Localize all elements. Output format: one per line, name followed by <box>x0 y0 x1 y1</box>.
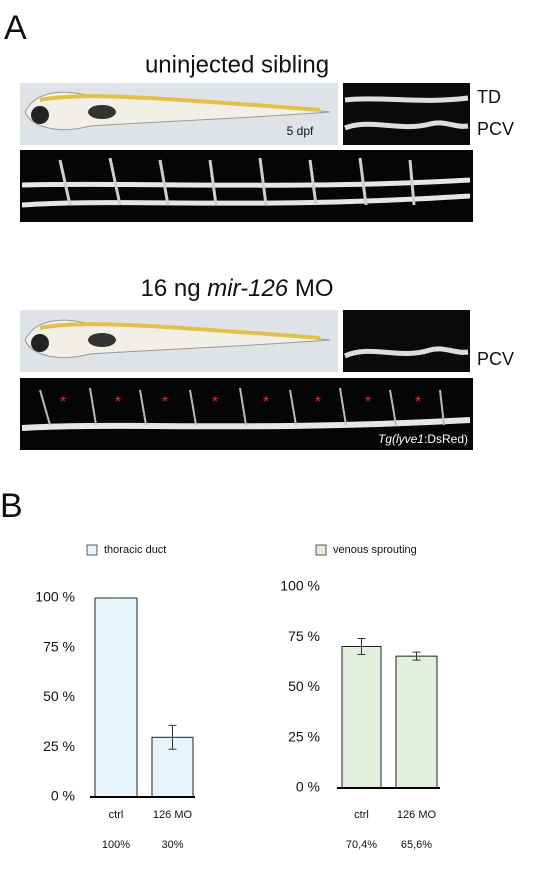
value-label: 65,6% <box>401 839 432 851</box>
y-tick-label: 0 % <box>51 788 75 804</box>
y-tick-label: 25 % <box>43 738 75 754</box>
asterisk: * <box>263 394 269 411</box>
asterisks: * * * * * * * * <box>60 394 421 411</box>
title-part: MO <box>295 275 334 302</box>
transgene-part: Tg( <box>378 432 398 446</box>
title-part: 16 ng <box>141 275 201 302</box>
fish-bladder <box>88 333 116 347</box>
asterisk: * <box>162 394 168 411</box>
value-label: 70,4% <box>346 839 377 851</box>
error-bar <box>168 724 177 750</box>
asterisk: * <box>212 394 218 411</box>
title-part: mir-126 <box>207 275 289 302</box>
vessel-label: PCV <box>477 349 514 369</box>
fish-pigment <box>39 322 321 340</box>
intersegmental-vessel <box>58 157 416 206</box>
asterisk: * <box>365 394 371 411</box>
value-label: 30% <box>161 839 183 851</box>
legend-swatch <box>86 544 98 556</box>
y-tick-label: 0 % <box>296 779 320 795</box>
legend-swatch <box>315 544 327 556</box>
asterisk: * <box>415 394 421 411</box>
y-tick-label: 100 % <box>35 589 75 605</box>
transgene-label: Tg(lyve1:DsRed) <box>378 432 468 446</box>
error-bar <box>357 637 366 656</box>
fish-pigment <box>39 94 321 112</box>
transgene-part: :DsRed) <box>424 432 468 446</box>
panel-label: A <box>4 9 27 47</box>
bar <box>341 645 382 789</box>
legend-label: venous sprouting <box>333 544 417 556</box>
value-label: 100% <box>102 839 130 851</box>
x-tick-label: ctrl <box>109 809 124 821</box>
bar <box>94 597 138 798</box>
fish-eye <box>31 106 49 124</box>
fish-bladder <box>88 105 116 119</box>
stage-label: 5 dpf <box>287 124 314 138</box>
error-bar <box>412 651 421 661</box>
vessel <box>21 417 471 431</box>
y-tick-label: 25 % <box>288 728 320 744</box>
panel-label: B <box>0 487 23 525</box>
asterisk: * <box>315 394 321 411</box>
fish-eye <box>31 334 49 352</box>
y-tick-label: 50 % <box>43 688 75 704</box>
y-tick-label: 100 % <box>280 578 320 594</box>
panel-title: 16 ng mir-126 MO <box>141 275 334 302</box>
y-tick-label: 75 % <box>43 638 75 654</box>
x-tick-label: ctrl <box>354 809 369 821</box>
confocal-image <box>343 83 470 145</box>
vessel-sprout <box>39 387 445 426</box>
legend-label: thoracic duct <box>104 544 166 556</box>
transgene-part: lyve1 <box>396 432 424 446</box>
y-tick-label: 75 % <box>288 628 320 644</box>
confocal-strip <box>20 378 473 450</box>
vessel <box>344 95 469 131</box>
asterisk: * <box>60 394 66 411</box>
vessel-label: TD <box>477 87 501 107</box>
x-tick-label: 126 MO <box>153 809 193 821</box>
confocal-image <box>343 310 470 372</box>
x-tick-label: 126 MO <box>397 809 437 821</box>
vessel <box>343 346 469 359</box>
vessel-label: PCV <box>477 119 514 139</box>
bar <box>395 655 438 789</box>
y-tick-label: 50 % <box>288 678 320 694</box>
panel-title: uninjected sibling <box>145 51 329 78</box>
asterisk: * <box>115 394 121 411</box>
